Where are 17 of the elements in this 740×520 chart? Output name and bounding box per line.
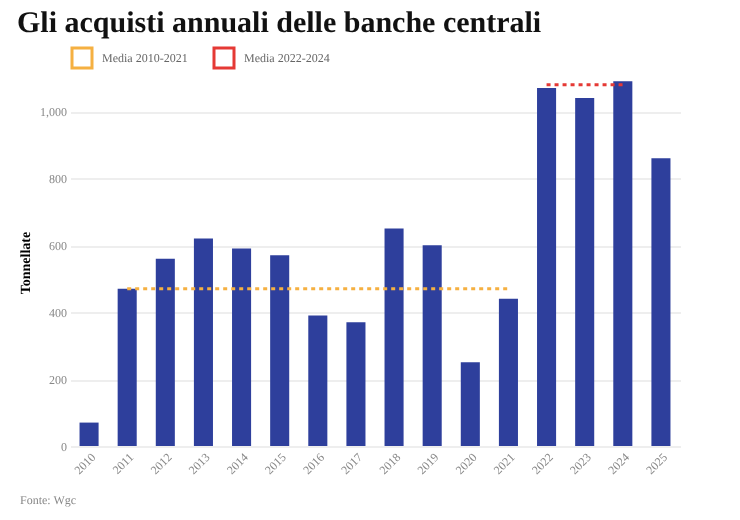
bar (308, 315, 328, 446)
bar (117, 288, 137, 446)
bar (270, 255, 290, 446)
bar (537, 88, 557, 446)
bar (155, 258, 175, 446)
bar (575, 98, 595, 446)
bar (346, 322, 366, 446)
chart-title: Gli acquisti annuali delle banche centrali (17, 8, 542, 40)
bar (232, 248, 252, 446)
bar (422, 245, 442, 446)
bar (498, 298, 518, 446)
bar (193, 238, 213, 446)
bar (460, 362, 480, 446)
bar (79, 422, 99, 446)
bar (651, 158, 671, 446)
bar (613, 81, 633, 446)
bar (384, 228, 404, 446)
